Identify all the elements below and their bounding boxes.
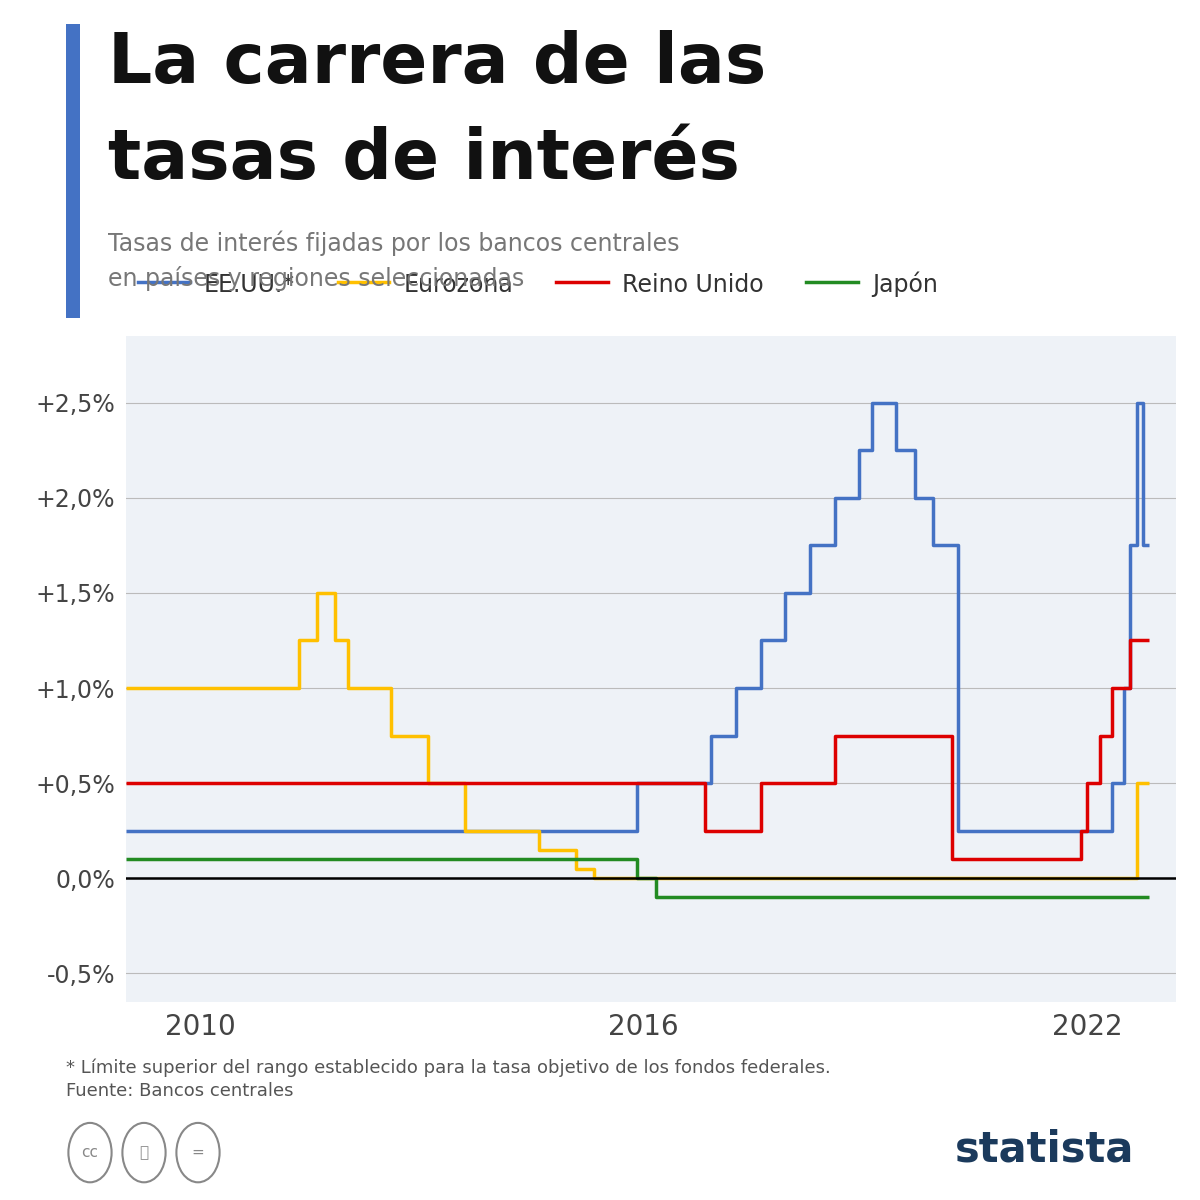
Text: Fuente: Bancos centrales: Fuente: Bancos centrales [66, 1082, 294, 1100]
Polygon shape [1142, 1136, 1183, 1176]
Text: La carrera de las: La carrera de las [108, 30, 767, 97]
Text: * Límite superior del rango establecido para la tasa objetivo de los fondos fede: * Límite superior del rango establecido … [66, 1058, 830, 1076]
Text: Tasas de interés fijadas por los bancos centrales
en países y regiones seleccion: Tasas de interés fijadas por los bancos … [108, 230, 679, 290]
Text: statista: statista [955, 1128, 1134, 1170]
Text: =: = [192, 1145, 204, 1160]
Text: cc: cc [82, 1145, 98, 1160]
Text: ⓘ: ⓘ [139, 1145, 149, 1160]
Legend: EE.UU.*, Eurozona, Reino Unido, Japón: EE.UU.*, Eurozona, Reino Unido, Japón [138, 271, 938, 296]
Text: tasas de interés: tasas de interés [108, 126, 740, 193]
